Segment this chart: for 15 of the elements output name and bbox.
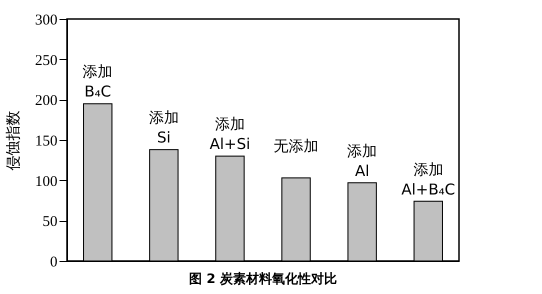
y-tick-label: 50: [42, 214, 58, 230]
x-tick-label: 添加 Al+B₄C: [401, 160, 456, 198]
y-tick-label: 250: [35, 52, 58, 69]
x-tick-label: 添加 Al: [347, 142, 378, 180]
x-tick-label: 添加 Al+Si: [210, 115, 250, 154]
y-tick-label: 0: [50, 254, 58, 270]
x-tick-label: 无添加: [274, 136, 319, 155]
x-tick-label: 添加 B₄C: [82, 62, 113, 101]
y-tick-label: 300: [35, 12, 58, 28]
x-tick-label: 添加 Si: [148, 108, 179, 147]
y-tick-label: 150: [35, 134, 58, 150]
text: 图 2 炭素材料氧化性对比: [188, 271, 338, 287]
y-tick-label: 200: [35, 93, 58, 110]
y-axis-title: 侵蚀指数: [4, 110, 22, 170]
y-tick-label: 100: [35, 174, 58, 190]
